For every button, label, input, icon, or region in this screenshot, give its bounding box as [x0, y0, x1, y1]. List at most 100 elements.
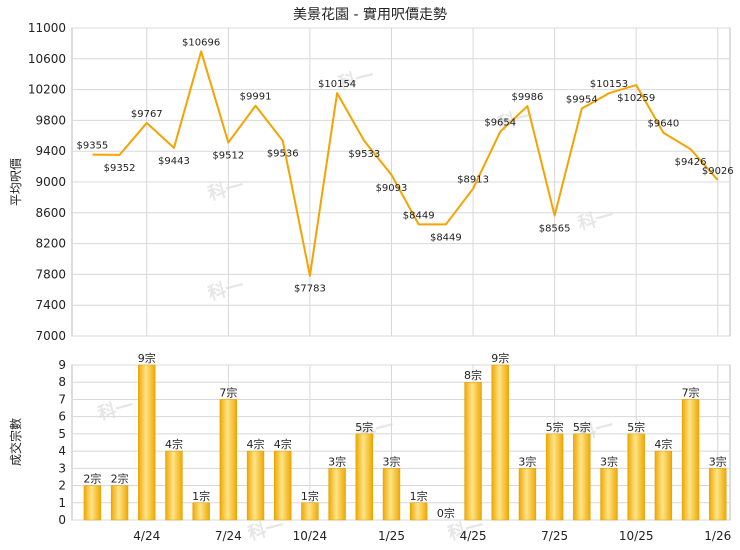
bar-label: 3宗: [600, 454, 618, 468]
point-label: $7783: [294, 284, 326, 295]
bar-label: 1宗: [192, 489, 210, 503]
bar-ytick-label: 5: [58, 427, 66, 441]
line-ytick-label: 8200: [35, 237, 66, 251]
point-label: $9640: [647, 119, 679, 130]
bar: [246, 450, 265, 521]
bar-label: 0宗: [437, 506, 455, 520]
bar: [545, 433, 564, 521]
xtick-label: 4/24: [133, 529, 160, 543]
line-ytick-label: 7400: [35, 298, 66, 312]
point-label: $8449: [403, 210, 435, 221]
bar: [274, 450, 292, 521]
bar-label: 9宗: [491, 351, 509, 365]
bar: [491, 364, 509, 521]
bar: [681, 399, 700, 521]
bar: [600, 468, 618, 521]
point-label: $9443: [158, 156, 190, 167]
point-label: $9536: [267, 149, 299, 160]
point-label: $10154: [318, 79, 356, 90]
line-ytick-label: 10200: [28, 83, 66, 97]
xtick-label: 4/25: [460, 529, 487, 543]
xtick-label: 10/24: [293, 529, 328, 543]
bar-ytick-label: 4: [58, 444, 66, 458]
point-label: $9426: [675, 157, 707, 168]
bar-label: 4宗: [654, 437, 672, 451]
bar-label: 3宗: [328, 454, 346, 468]
line-ytick-label: 7000: [35, 329, 66, 343]
point-label: $9352: [104, 163, 136, 174]
point-label: $9991: [240, 92, 272, 103]
point-label: $9512: [212, 151, 244, 162]
bar: [110, 485, 129, 521]
bar: [192, 502, 210, 521]
point-label: $9093: [376, 183, 408, 194]
bar-label: 2宗: [83, 472, 101, 486]
line-ytick-label: 10600: [28, 52, 66, 66]
bar-label: 2宗: [111, 472, 129, 486]
bar-ytick-label: 3: [58, 461, 66, 475]
bar-label: 4宗: [274, 437, 292, 451]
bar-ytick-label: 9: [58, 358, 66, 372]
point-label: $9986: [512, 92, 544, 103]
bar-ytick-label: 1: [58, 496, 66, 510]
bar: [709, 468, 727, 521]
point-label: $10153: [590, 79, 628, 90]
line-ylabel: 平均呎價: [9, 158, 23, 206]
bar: [654, 450, 673, 521]
line-ytick-label: 9400: [35, 144, 66, 158]
bar-ytick-label: 2: [58, 479, 66, 493]
bar-label: 3宗: [709, 454, 727, 468]
point-label: $10696: [182, 37, 220, 48]
bar: [518, 468, 537, 521]
bar-label: 9宗: [138, 351, 156, 365]
bar-ytick-label: 0: [58, 513, 66, 527]
bar: [464, 381, 482, 521]
line-ytick-label: 7800: [35, 267, 66, 281]
bar-label: 5宗: [355, 420, 373, 434]
line-ytick-label: 11000: [28, 21, 66, 35]
line-ytick-label: 9800: [35, 113, 66, 127]
bar-label: 4宗: [247, 437, 265, 451]
bar: [573, 433, 591, 521]
xtick-label: 1/26: [704, 529, 731, 543]
point-label: $8449: [430, 232, 462, 243]
xtick-label: 7/24: [215, 529, 242, 543]
line-ytick-label: 8600: [35, 206, 66, 220]
bar-label: 5宗: [573, 420, 591, 434]
bar-label: 8宗: [464, 368, 482, 382]
point-label: $9654: [484, 118, 516, 129]
point-label: $10259: [617, 93, 655, 104]
chart-title: 美景花園 - 實用呎價走勢: [293, 7, 447, 23]
bar-label: 1宗: [301, 489, 319, 503]
bar-ytick-label: 6: [58, 410, 66, 424]
bar: [409, 502, 428, 521]
bar-label: 3宗: [382, 454, 400, 468]
xtick-label: 7/25: [541, 529, 568, 543]
bar-label: 5宗: [627, 420, 645, 434]
bar: [301, 502, 319, 521]
point-label: $9026: [702, 166, 734, 177]
bar: [138, 364, 156, 521]
bar-label: 7宗: [682, 385, 700, 399]
bar: [328, 468, 346, 521]
point-label: $9767: [131, 109, 163, 120]
xtick-label: 10/25: [619, 529, 654, 543]
point-label: $9954: [566, 95, 598, 106]
point-label: $8565: [539, 223, 571, 234]
line-ytick-label: 9000: [35, 175, 66, 189]
bar-ylabel: 成交宗數: [8, 418, 23, 466]
bar: [219, 399, 238, 521]
series-line: [92, 50, 719, 277]
bar-label: 5宗: [546, 420, 564, 434]
bar: [83, 485, 102, 521]
bar: [355, 433, 373, 521]
bar: [627, 433, 645, 521]
point-label: $9355: [76, 141, 108, 152]
point-label: $9533: [348, 149, 380, 160]
bar: [382, 468, 401, 521]
bar-ytick-label: 8: [58, 375, 66, 389]
bar-label: 1宗: [410, 489, 428, 503]
point-label: $8913: [457, 175, 489, 186]
